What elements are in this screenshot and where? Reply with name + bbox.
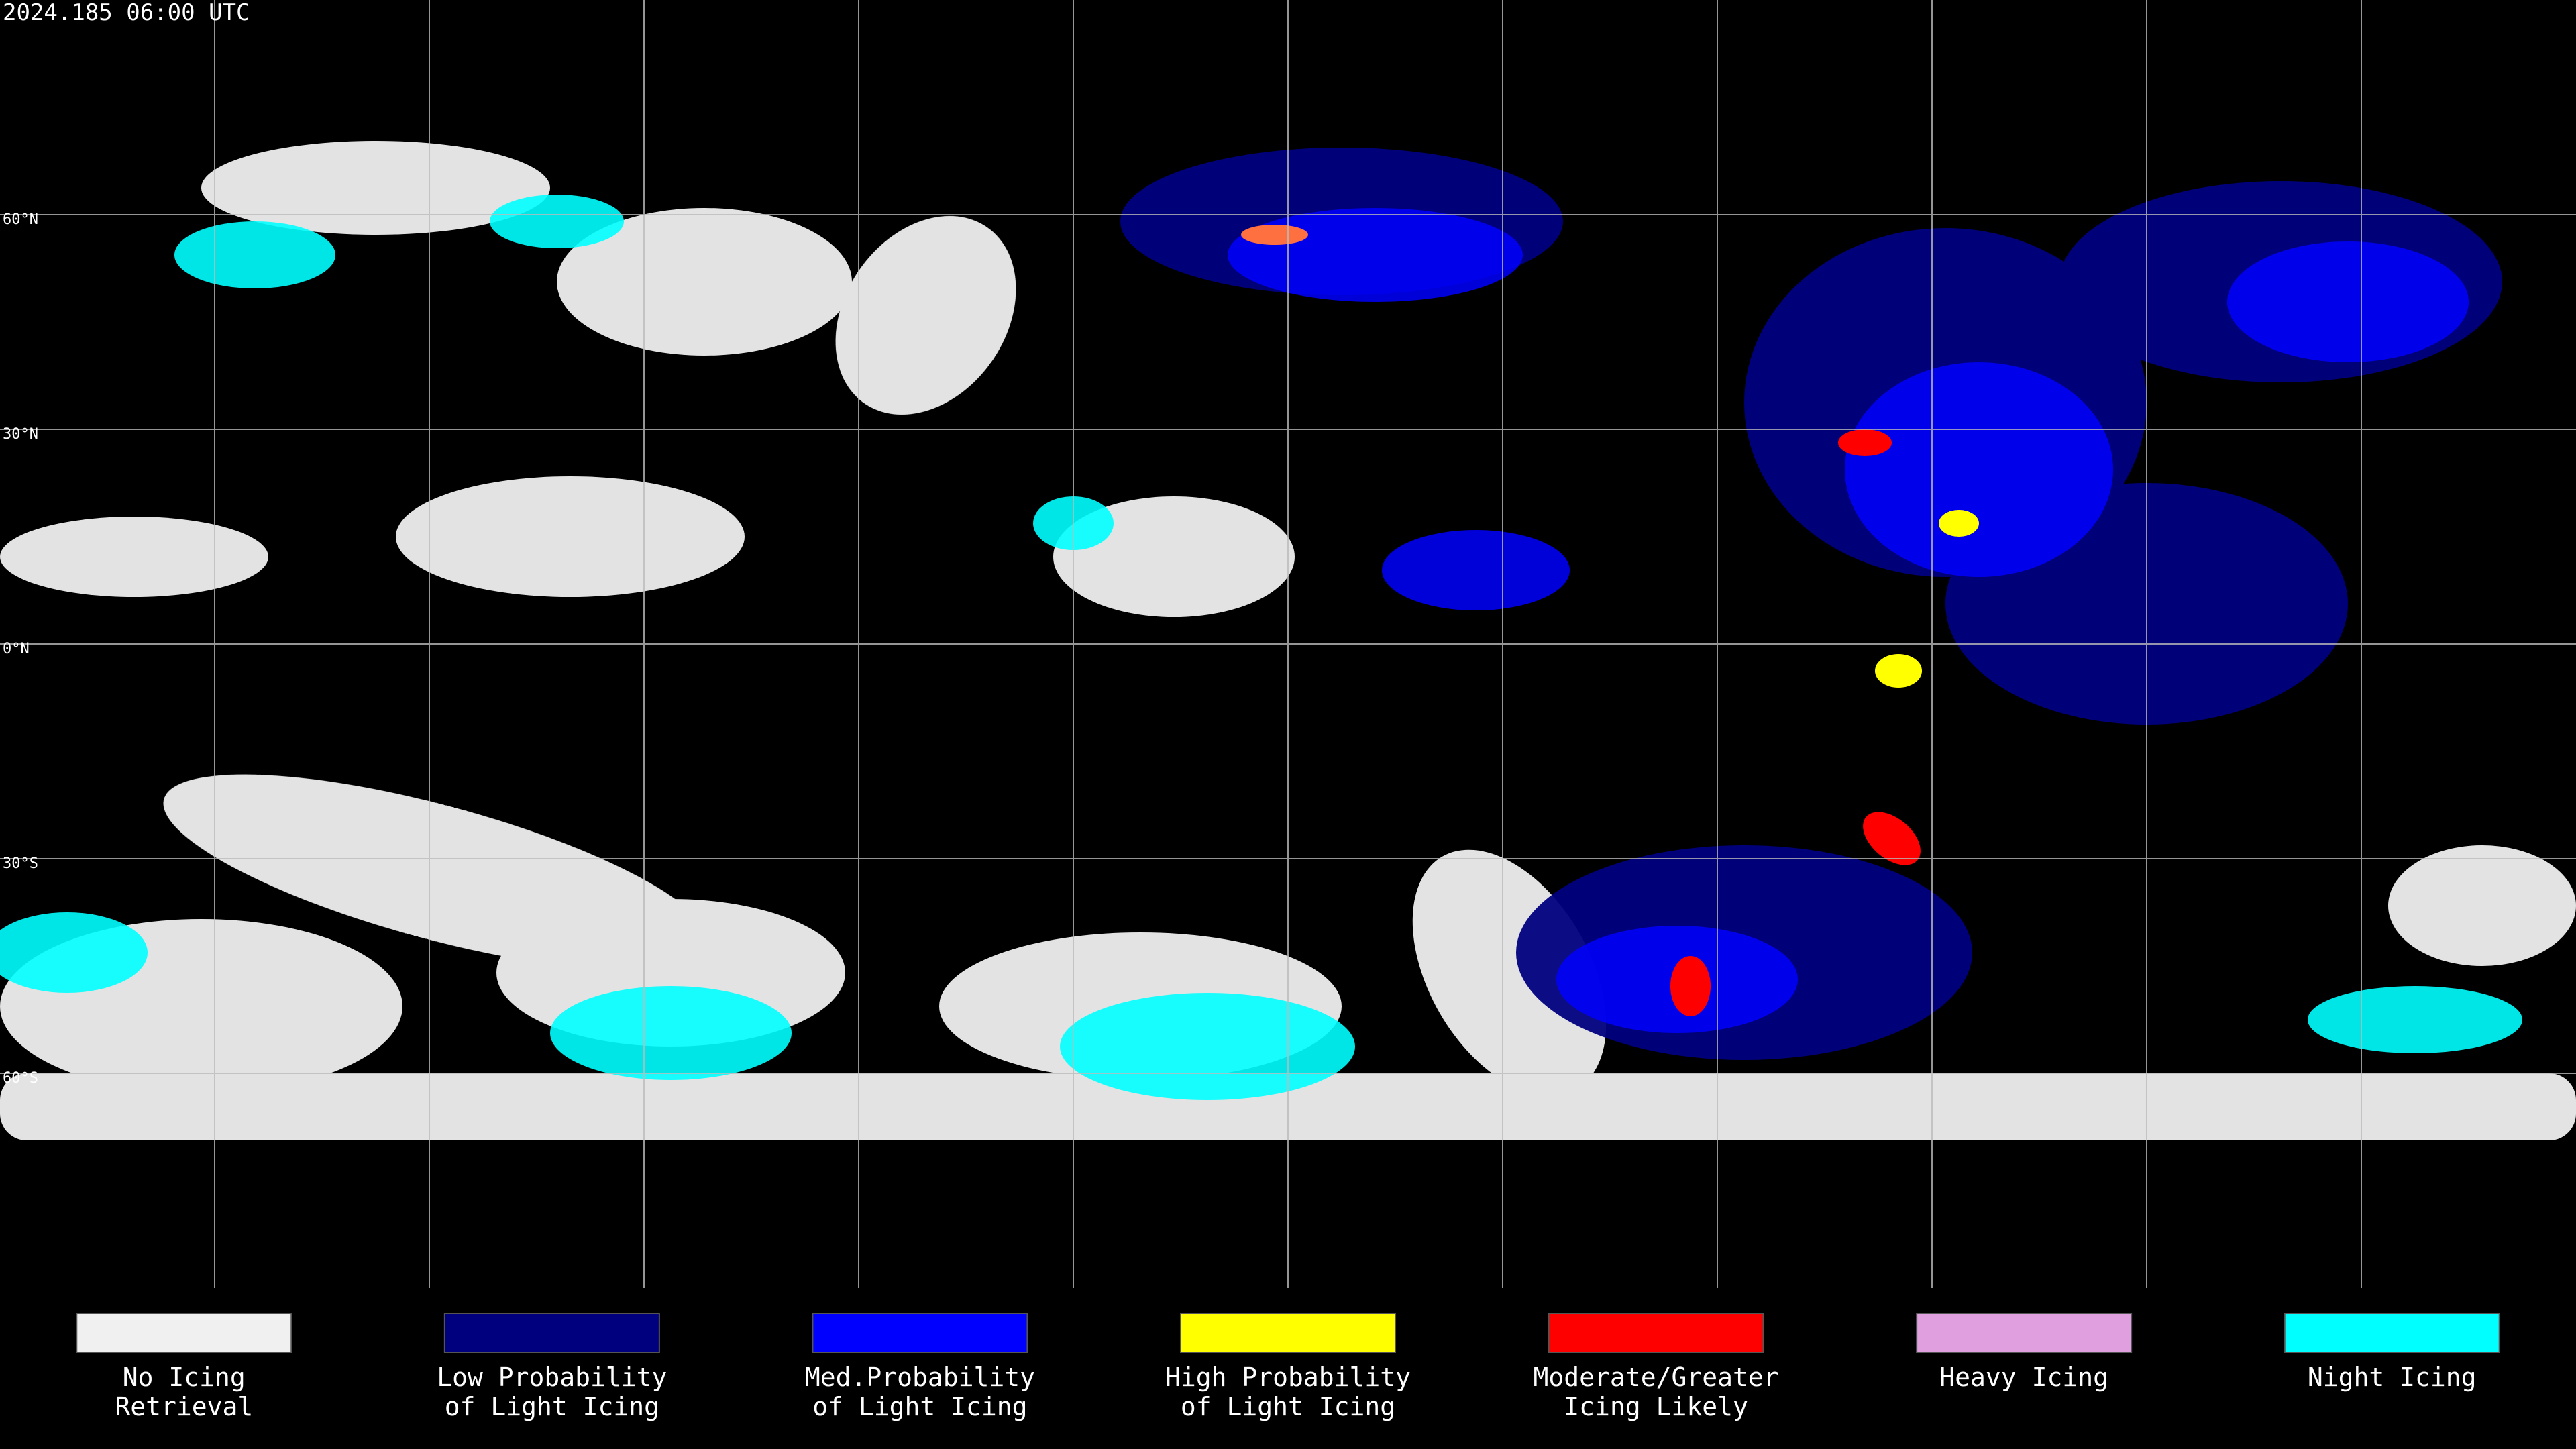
latitude-label: 60°N: [3, 211, 38, 228]
legend-label: Med.Probability: [805, 1362, 1035, 1392]
legend-label: of Light Icing: [812, 1392, 1027, 1421]
legend-swatch: [2284, 1313, 2500, 1353]
legend-label: Retrieval: [115, 1392, 253, 1421]
legend-label: Night Icing: [2308, 1362, 2477, 1392]
legend-swatch: [812, 1313, 1028, 1353]
legend-label: Moderate/Greater: [1534, 1362, 1779, 1392]
map: 60°N 30°N 0°N 30°S 60°S 2024.185 06:00 UTC: [0, 0, 2576, 1288]
latitude-labels: 60°N 30°N 0°N 30°S 60°S: [3, 211, 38, 1087]
legend-swatch: [1180, 1313, 1396, 1353]
legend-label: No Icing: [123, 1362, 246, 1392]
legend-swatch: [443, 1313, 660, 1353]
latitude-label: 60°S: [3, 1070, 38, 1087]
legend-label: Low Probability: [437, 1362, 667, 1392]
legend-label: of Light Icing: [445, 1392, 659, 1421]
legend-label: of Light Icing: [1181, 1392, 1395, 1421]
legend-label: Heavy Icing: [1939, 1362, 2108, 1392]
legend-swatch: [76, 1313, 292, 1353]
legend-label: High Probability: [1165, 1362, 1411, 1392]
graticule: [0, 0, 2576, 1288]
legend-swatch: [1916, 1313, 2133, 1353]
legend-label: Icing Likely: [1564, 1392, 1748, 1421]
latitude-label: 0°N: [3, 641, 30, 657]
map-title: 2024.185 06:00 UTC: [3, 0, 250, 26]
latitude-label: 30°N: [3, 426, 38, 443]
latitude-label: 30°S: [3, 855, 38, 872]
moderate-clouds: [1241, 225, 1979, 1016]
legend-swatch: [1548, 1313, 1764, 1353]
